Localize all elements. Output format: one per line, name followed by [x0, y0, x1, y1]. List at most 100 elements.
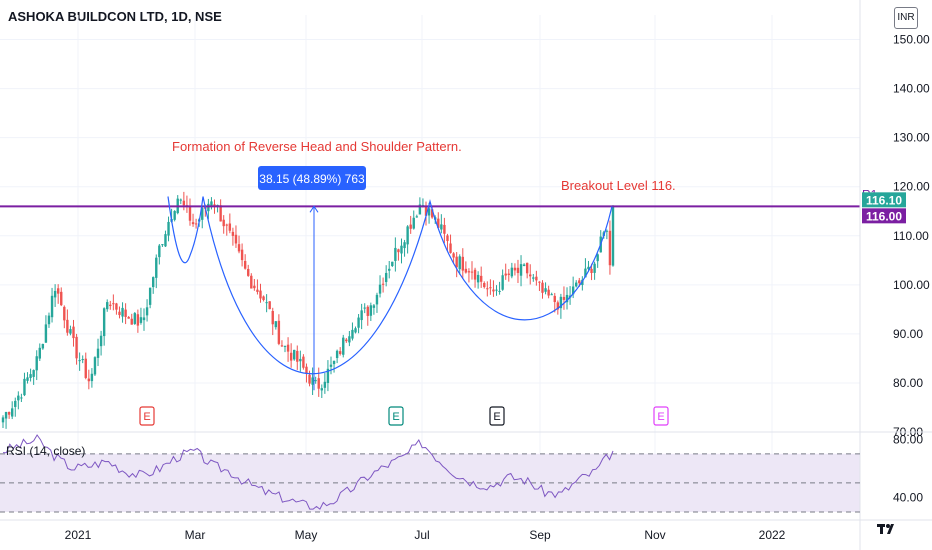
- candle-body: [53, 290, 57, 298]
- candle-body: [20, 397, 23, 399]
- candle-body: [495, 289, 498, 291]
- candle-body: [256, 289, 259, 292]
- y-tick-label: 110.00: [893, 229, 929, 243]
- candle-body: [532, 277, 535, 279]
- candle-body: [136, 314, 140, 326]
- candle-body: [308, 374, 311, 384]
- rsi-indicator-label[interactable]: RSI (14, close): [6, 444, 86, 458]
- annotations: 38.15 (48.89%) 763 Formation of Reverse H…: [139, 139, 906, 426]
- y-tick-label: 120.00: [893, 180, 930, 194]
- candle-body: [611, 205, 615, 266]
- candle-body: [225, 224, 228, 226]
- rsi-band: [0, 453, 860, 512]
- candle-body: [29, 374, 32, 378]
- candle-body: [317, 378, 320, 389]
- candle-body: [409, 224, 412, 229]
- candle-body: [207, 203, 210, 212]
- candle-body: [507, 273, 510, 275]
- price-tag-level-bg: [862, 208, 906, 224]
- candle-body: [437, 218, 440, 228]
- candle-body: [498, 290, 501, 292]
- candle-body: [323, 381, 327, 388]
- candle-body: [587, 266, 590, 270]
- candle-body: [47, 315, 51, 325]
- candle-body: [293, 349, 296, 360]
- candle-body: [424, 206, 428, 216]
- candle-body: [320, 388, 323, 391]
- candle-body: [66, 319, 69, 333]
- candle-body: [262, 296, 265, 300]
- candle-body: [222, 219, 225, 227]
- candle-body: [578, 280, 581, 284]
- candle-body: [240, 249, 244, 261]
- earnings-marker-label: E: [392, 411, 399, 423]
- candle-body: [231, 231, 235, 236]
- candle-body: [522, 264, 526, 267]
- candle-body: [467, 271, 471, 273]
- y-tick-label: 100.00: [893, 278, 930, 292]
- candle-body: [152, 277, 155, 288]
- y-tick-label: 90.00: [893, 327, 923, 341]
- candle-body: [274, 321, 278, 328]
- candle-body: [253, 285, 256, 289]
- candle-body: [69, 329, 72, 334]
- candle-body: [10, 408, 14, 417]
- currency-button[interactable]: INR: [894, 7, 918, 29]
- candles: [1, 191, 615, 429]
- candle-body: [529, 274, 532, 277]
- candle-body: [596, 254, 599, 262]
- earnings-marker-icon: [489, 406, 505, 426]
- candle-body: [449, 243, 452, 253]
- candle-body: [247, 268, 250, 276]
- candle-body: [440, 224, 443, 230]
- candle-body: [446, 235, 449, 242]
- candle-body: [400, 245, 403, 254]
- x-tick-label: Jul: [414, 528, 429, 542]
- x-tick-label: Mar: [185, 528, 206, 542]
- candle-body: [41, 343, 45, 349]
- candle-body: [115, 303, 118, 310]
- candle-body: [388, 268, 391, 271]
- x-tick-label: Sep: [529, 528, 551, 542]
- candle-body: [277, 320, 281, 344]
- candle-body: [519, 264, 523, 276]
- tradingview-logo-icon: [877, 524, 894, 534]
- candle-body: [228, 223, 232, 231]
- candle-body: [81, 359, 84, 361]
- earnings-marker-label: E: [657, 411, 664, 423]
- candle-body: [106, 302, 109, 310]
- candle-body: [133, 313, 137, 324]
- candle-body: [492, 289, 495, 292]
- candle-body: [35, 356, 38, 371]
- candle-body: [332, 360, 336, 365]
- candle-body: [124, 309, 127, 317]
- candle-body: [243, 260, 247, 269]
- candle-body: [348, 336, 351, 343]
- candle-body: [593, 263, 596, 273]
- candle-body: [363, 307, 366, 309]
- candle-body: [345, 339, 348, 342]
- candle-body: [234, 234, 238, 244]
- candle-body: [584, 268, 587, 278]
- candle-body: [23, 378, 26, 396]
- candle-body: [559, 296, 563, 309]
- candle-body: [299, 358, 302, 362]
- grid: [0, 15, 860, 512]
- candle-body: [516, 267, 520, 273]
- candle-body: [427, 208, 431, 216]
- candle-body: [501, 275, 504, 290]
- earnings-marker-label: E: [493, 411, 500, 423]
- candle-body: [326, 368, 330, 384]
- candle-body: [575, 282, 578, 287]
- candle-body: [464, 268, 468, 273]
- drawings: R1: [0, 187, 878, 391]
- candle-body: [194, 223, 198, 225]
- price-tag-level: 116.00: [866, 209, 902, 223]
- candle-body: [483, 283, 486, 288]
- candle-body: [479, 275, 483, 282]
- candle-body: [201, 207, 204, 220]
- candle-body: [167, 221, 170, 236]
- candle-body: [415, 216, 419, 218]
- candle-body: [56, 288, 60, 294]
